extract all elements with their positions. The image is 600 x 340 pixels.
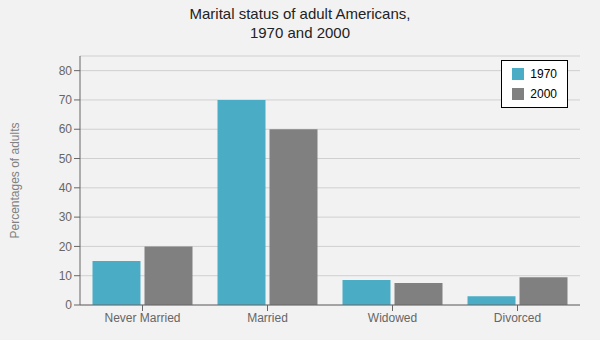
svg-text:0: 0: [65, 298, 72, 312]
html-text:1970 and 2000: 1970 and 2000: [249, 24, 350, 41]
svg-text:40: 40: [59, 181, 73, 195]
svg-text:Married: Married: [247, 311, 288, 325]
svg-text:50: 50: [59, 152, 73, 166]
html-text:Marital status of adult Americ: Marital status of adult Americans,: [189, 5, 411, 22]
svg-text:70: 70: [59, 93, 73, 107]
svg-text:Widowed: Widowed: [368, 311, 417, 325]
svg-text:30: 30: [59, 210, 73, 224]
svg-text:Never Married: Never Married: [104, 311, 180, 325]
svg-text:Percentages of adults: Percentages of adults: [8, 122, 22, 238]
svg-text:80: 80: [59, 64, 73, 78]
svg-text:Divorced: Divorced: [494, 311, 541, 325]
html-text:1970: 1970: [530, 67, 557, 81]
svg-text:10: 10: [59, 269, 73, 283]
html-text:2000: 2000: [530, 87, 557, 101]
svg-text:20: 20: [59, 240, 73, 254]
svg-text:60: 60: [59, 122, 73, 136]
